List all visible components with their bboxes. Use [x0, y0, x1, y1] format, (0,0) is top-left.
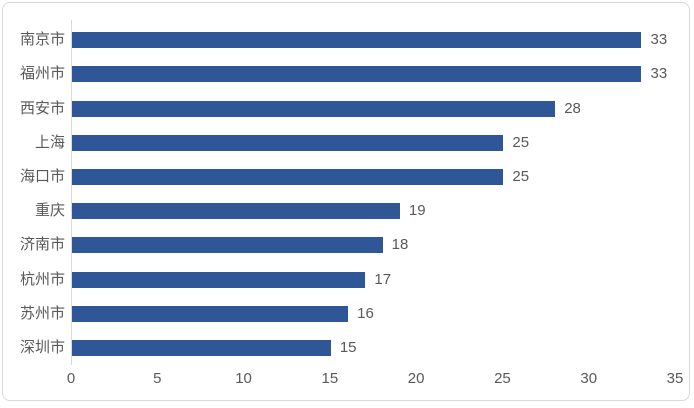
category-label: 济南市 [19, 236, 65, 254]
category-label: 苏州市 [19, 304, 65, 322]
x-tick-label: 30 [580, 370, 598, 387]
value-label: 18 [391, 236, 409, 254]
category-label: 南京市 [19, 31, 65, 49]
category-axis-line [71, 20, 72, 365]
value-label: 33 [650, 31, 668, 49]
bar [72, 237, 383, 254]
bar [72, 32, 642, 49]
bar [72, 271, 366, 288]
bar [72, 203, 400, 220]
bar [72, 134, 504, 151]
bar [72, 168, 504, 185]
plot-area: 南京市 33 福州市 33 西安市 28 上海 25 海口市 25 重庆 19 济南市 18 杭州市 17 苏州… [3, 3, 694, 408]
value-label: 28 [564, 99, 581, 117]
value-label: 19 [408, 202, 426, 220]
category-label: 海口市 [19, 167, 65, 185]
category-label: 杭州市 [19, 270, 65, 288]
category-label: 福州市 [19, 65, 65, 83]
category-label: 重庆 [34, 202, 65, 220]
category-label: 上海 [34, 133, 65, 151]
bar [72, 66, 642, 83]
x-tick-label: 5 [153, 370, 162, 387]
x-tick-label: 20 [407, 370, 425, 387]
x-tick-label: 0 [66, 370, 76, 387]
x-tick-label: 35 [666, 370, 684, 387]
x-tick-label: 15 [321, 370, 339, 387]
bar [72, 305, 349, 322]
value-label: 17 [374, 270, 392, 288]
value-label: 16 [357, 304, 374, 322]
bar [72, 100, 556, 117]
value-label: 33 [650, 65, 668, 83]
category-label: 深圳市 [19, 338, 65, 356]
value-label: 25 [512, 133, 530, 151]
x-tick-label: 10 [235, 370, 252, 387]
category-label: 西安市 [19, 99, 65, 117]
value-label: 25 [512, 167, 530, 185]
chart-frame: 南京市 33 福州市 33 西安市 28 上海 25 海口市 25 重庆 19 济南市 18 杭州市 17 苏州… [2, 2, 690, 401]
value-label: 15 [339, 338, 357, 356]
bar [72, 339, 331, 356]
x-tick-label: 25 [494, 370, 511, 387]
